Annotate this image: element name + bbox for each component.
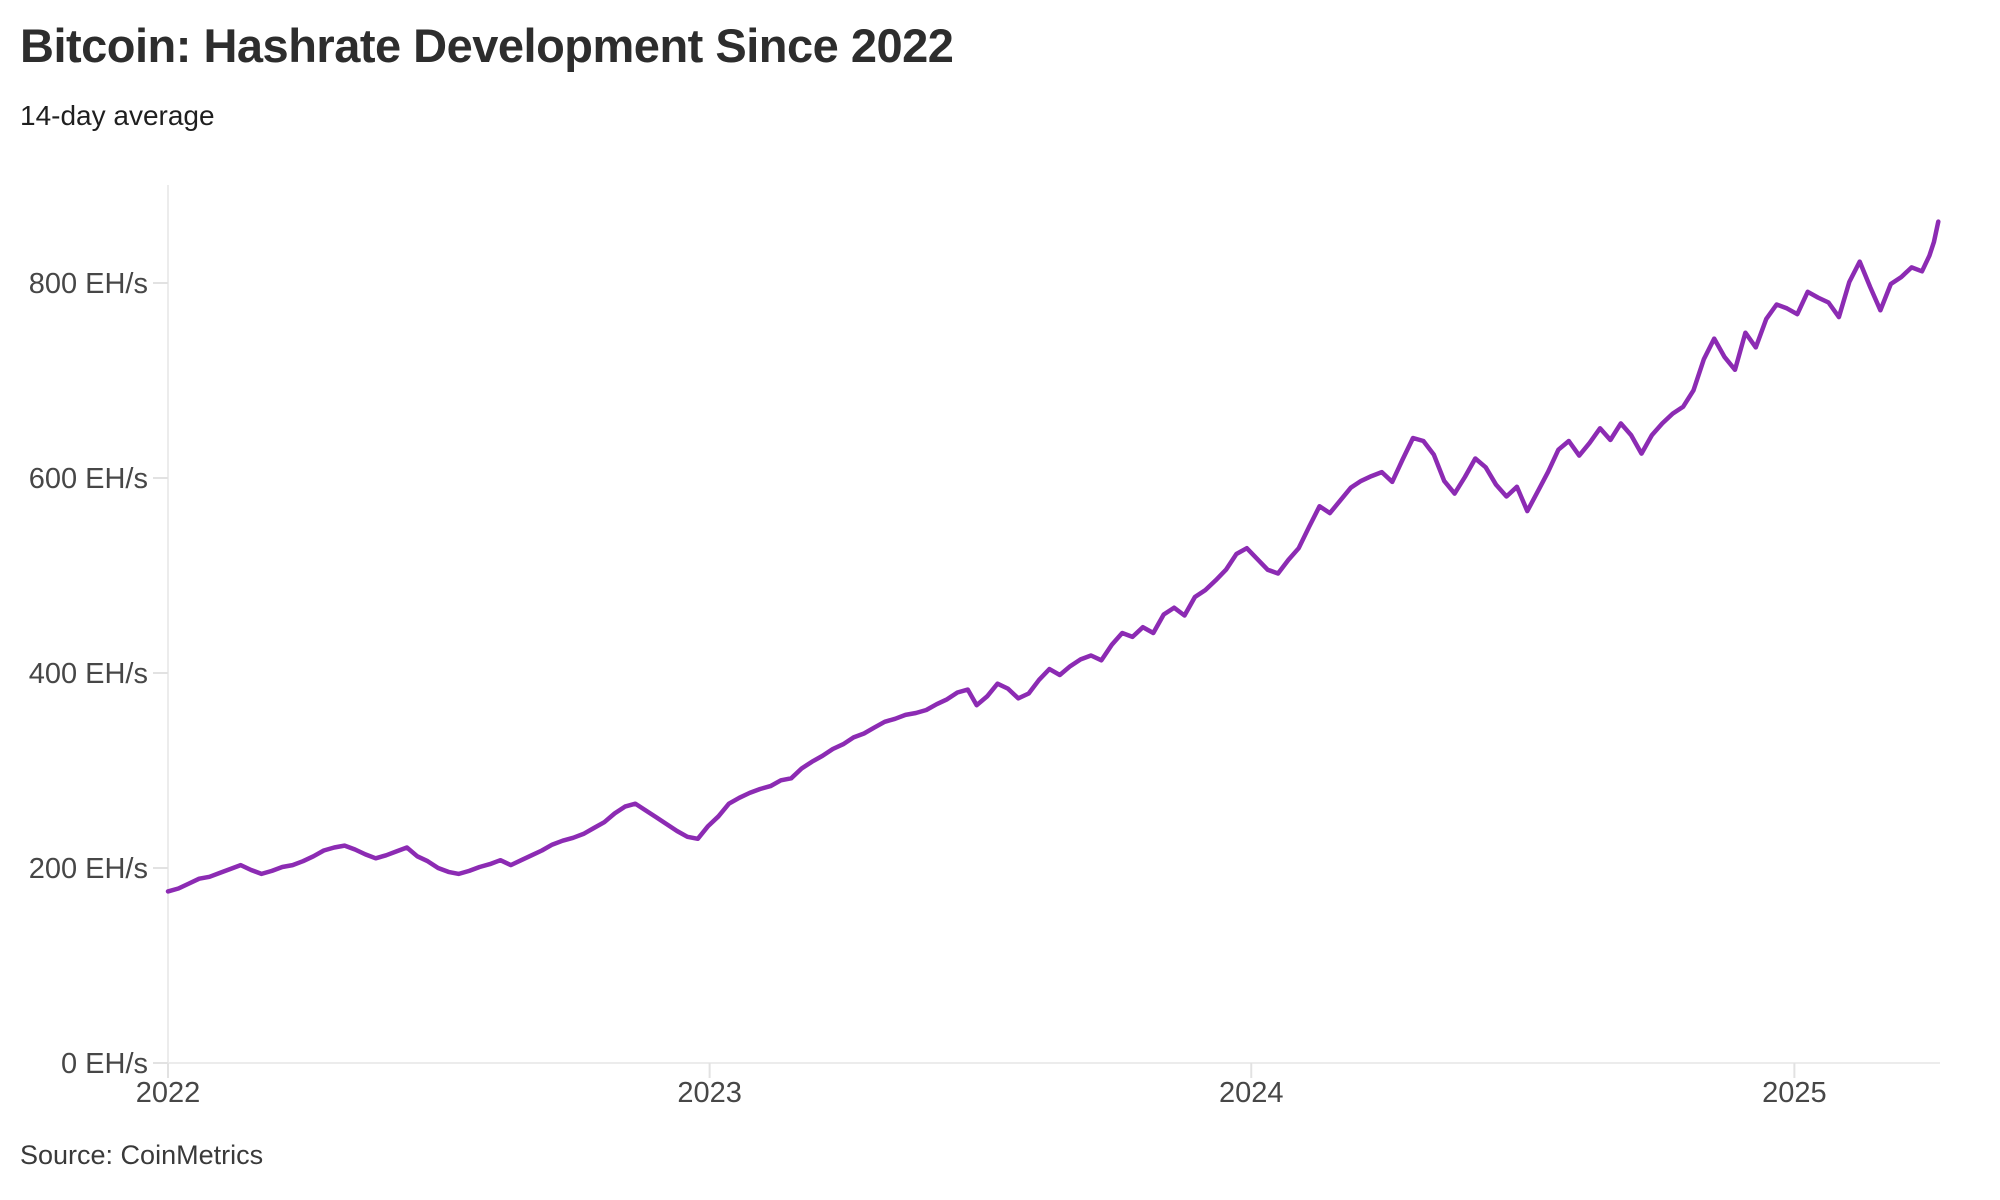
- source-note: Source: CoinMetrics: [20, 1140, 264, 1170]
- y-tick-label: 200 EH/s: [29, 853, 148, 885]
- x-tick-label: 2023: [677, 1077, 742, 1109]
- y-tick-label: 800 EH/s: [29, 268, 148, 300]
- chart-title: Bitcoin: Hashrate Development Since 2022: [20, 19, 954, 72]
- y-tick-label: 600 EH/s: [29, 463, 148, 495]
- x-tick-label: 2024: [1219, 1077, 1284, 1109]
- x-tick-label: 2022: [136, 1077, 201, 1109]
- y-tick-label: 0 EH/s: [61, 1048, 148, 1080]
- tick-label-layer: 0 EH/s 200 EH/s 400 EH/s 600 EH/s 800 EH/s 20…: [29, 268, 1827, 1109]
- hashrate-line: [165, 219, 1941, 894]
- y-tick-label: 400 EH/s: [29, 658, 148, 690]
- x-tick-label: 2025: [1762, 1077, 1827, 1109]
- chart-subtitle: 14-day average: [20, 100, 215, 131]
- axes-layer: [153, 185, 1940, 1078]
